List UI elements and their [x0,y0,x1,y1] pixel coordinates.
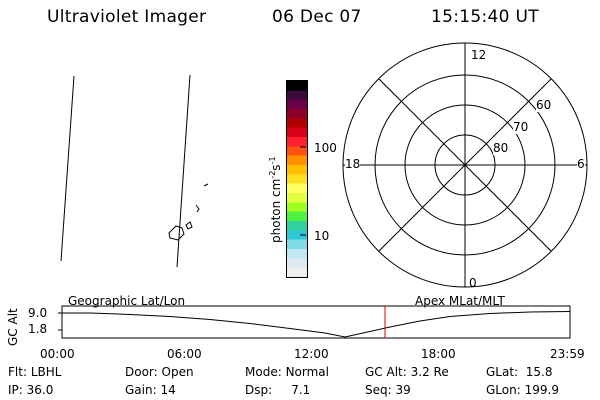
mlt-label-0: 0 [469,276,477,290]
lat-label-60: 60 [536,98,552,112]
status-door: Door: Open [125,365,194,379]
status-dsp: Dsp: 7.1 [245,383,311,397]
time-tick-2359: 23:59 [550,347,585,361]
status-seq: Seq: 39 [365,383,411,397]
time-tick-1800: 18:00 [421,347,456,361]
meridian-line-right [176,74,191,268]
time-tick-0600: 06:00 [167,347,202,361]
polar-diagonal-2 [378,78,552,252]
status-mode: Mode: Normal [245,365,329,379]
coastline-fragment-1 [195,204,200,213]
colorbar-ticks [300,146,306,236]
coastline-island-large [168,225,185,241]
mlt-label-12: 12 [471,48,487,62]
mlt-label-6: 6 [577,157,585,171]
altitude-tick-high: 9.0 [28,306,48,320]
status-glat: GLat: 15.8 [486,365,553,379]
geographic-caption: Geographic Lat/Lon [68,294,186,308]
status-gain: Gain: 14 [125,383,176,397]
instrument-title: Ultraviolet Imager [47,7,207,27]
status-glon: GLon: 199.9 [486,383,559,397]
mlt-label-18: 18 [345,157,361,171]
colorbar-tick-10: 10 [314,229,330,243]
apex-caption: Apex MLat/MLT [415,294,505,308]
observation-time: 15:15:40 UT [431,7,539,27]
status-filter: Flt: LBHL [8,365,62,379]
meridian-line-left [60,75,75,262]
colorbar-tick-100: 100 [314,141,337,155]
colorbar [286,80,308,278]
altitude-tick-low: 1.8 [28,322,48,336]
status-gc-alt: GC Alt: 3.2 Re [365,365,449,379]
observation-date: 06 Dec 07 [272,7,362,27]
lat-label-70: 70 [513,120,529,134]
time-tick-0000: 00:00 [40,347,75,361]
altitude-plot-frame [61,305,571,339]
lat-label-80: 80 [493,141,509,155]
colorbar-gradient [287,81,307,277]
time-tick-1200: 12:00 [294,347,329,361]
altitude-curve [62,311,571,338]
status-ip: IP: 36.0 [8,383,54,397]
coastline-island-small [185,221,193,230]
coastline-fragment-2 [203,183,209,187]
